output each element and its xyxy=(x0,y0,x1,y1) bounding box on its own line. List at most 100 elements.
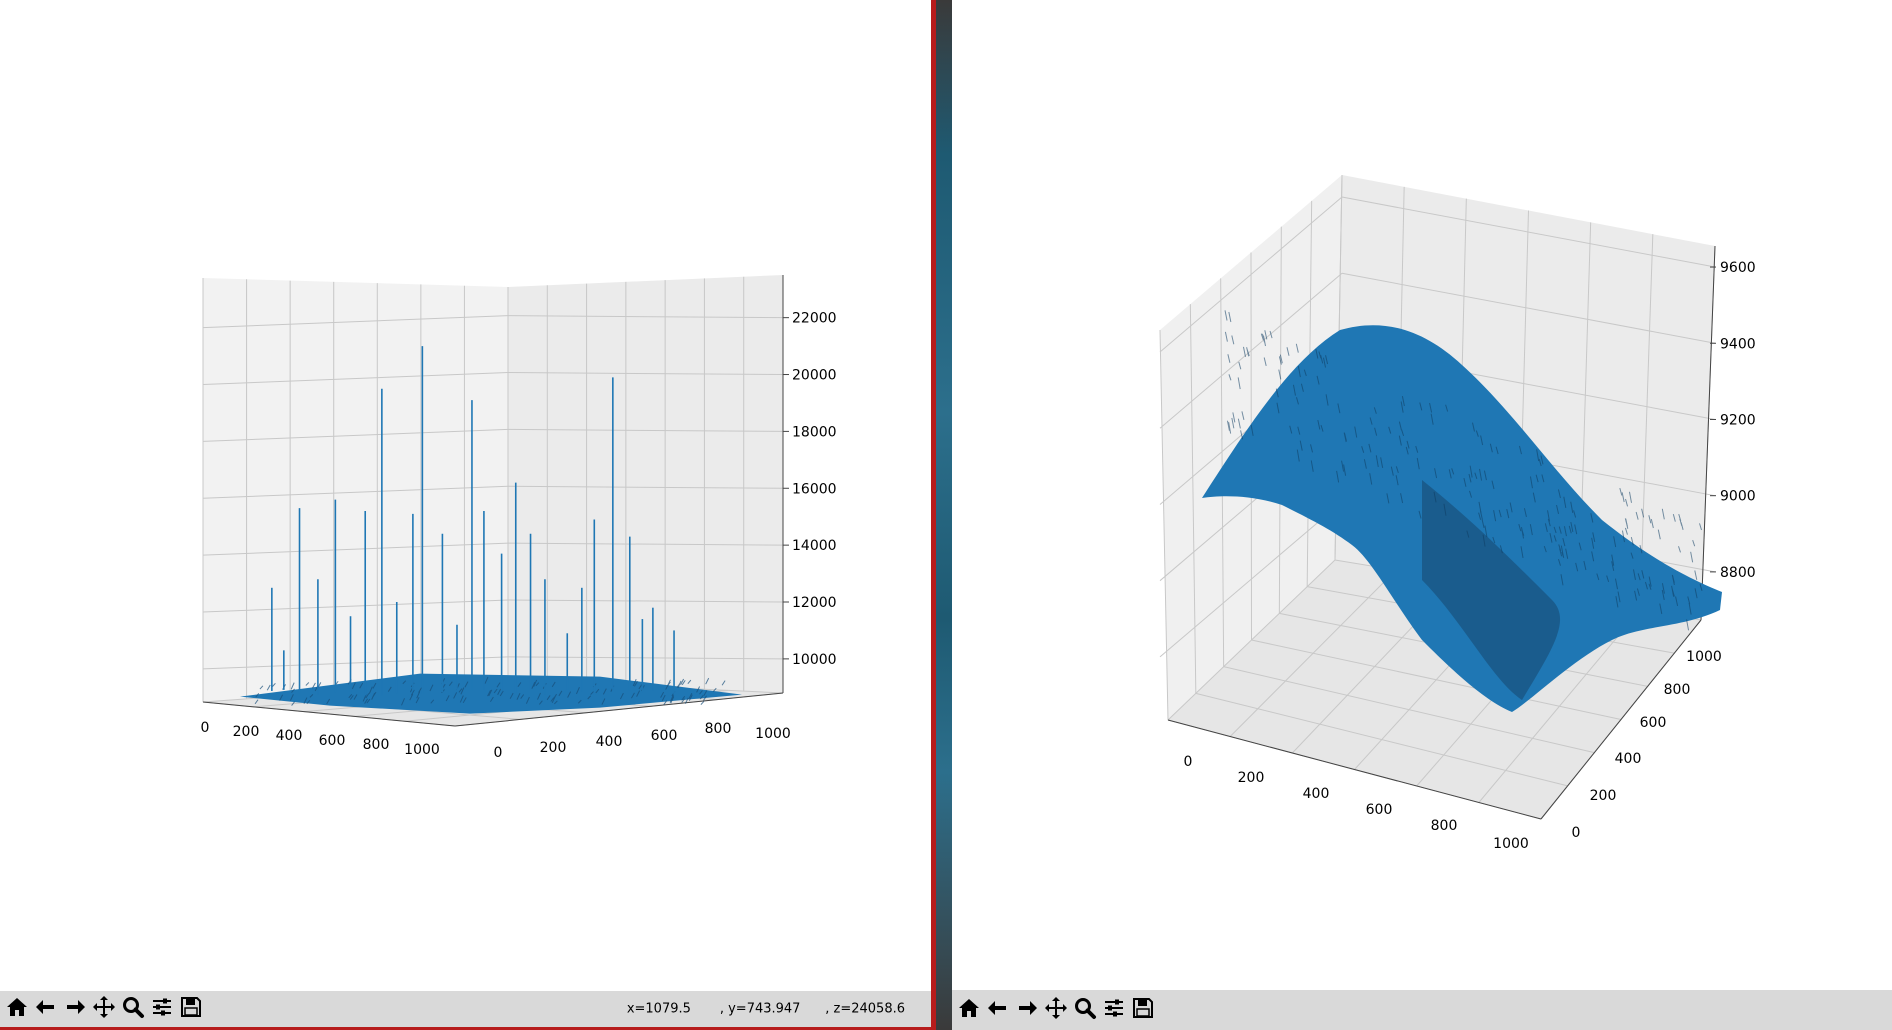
surface-texture-line xyxy=(1611,554,1615,566)
surface-texture-line xyxy=(368,686,373,694)
surface-texture-line xyxy=(1521,529,1525,536)
surface-texture-line xyxy=(416,691,421,699)
x-axis-line xyxy=(202,701,456,727)
forward-button[interactable] xyxy=(62,996,88,1022)
grid-line xyxy=(202,428,509,442)
surface-texture-line xyxy=(1430,413,1434,425)
surface-texture-line xyxy=(1401,429,1405,437)
surface-texture-line xyxy=(1400,401,1404,413)
surface-texture-line xyxy=(601,698,606,705)
surface-texture-line xyxy=(1611,561,1615,571)
surface-texture-line xyxy=(1498,509,1502,518)
surface-texture-line xyxy=(1292,384,1296,396)
surface-texture-line xyxy=(1279,354,1283,364)
surface-texture-line xyxy=(1558,526,1562,534)
surface-texture-line xyxy=(1336,470,1340,483)
z-tick-label: 9600 xyxy=(1720,260,1756,276)
z-tick-label: 20000 xyxy=(792,368,837,384)
surface-texture-line xyxy=(1295,397,1299,405)
surface-texture-line xyxy=(499,690,504,697)
surface-texture-line xyxy=(1553,535,1557,542)
y-tick-label: 200 xyxy=(1590,788,1617,804)
configure-subplots-button[interactable] xyxy=(1101,997,1127,1023)
surface-texture-line xyxy=(1341,460,1345,472)
surface-texture-line xyxy=(1549,533,1553,543)
surface-texture-line xyxy=(1228,422,1232,434)
grid-line xyxy=(202,485,509,499)
surface-texture-line xyxy=(1678,514,1682,522)
z-tick-label: 9200 xyxy=(1720,412,1756,428)
surface-texture-line xyxy=(666,681,671,687)
back-button[interactable] xyxy=(985,997,1011,1023)
grid-line xyxy=(1189,304,1197,694)
surface-texture-line xyxy=(1406,440,1410,449)
surface-texture-line xyxy=(1563,496,1567,509)
configure-subplots-button[interactable] xyxy=(149,996,175,1022)
surface-texture-line xyxy=(1529,476,1533,489)
desktop-background-strip xyxy=(936,0,952,1030)
grid-line xyxy=(1341,196,1716,268)
grid-line xyxy=(507,656,784,660)
home-button[interactable] xyxy=(4,996,30,1022)
surface-texture-line xyxy=(1261,333,1265,343)
surface-texture-line xyxy=(306,699,311,705)
surface-texture-line xyxy=(255,692,260,698)
surface-plot-right[interactable]: 0 200 400 600 800 1000 0 200 400 600 800 1000 8800 90… xyxy=(952,0,1892,990)
surface-texture-line xyxy=(558,690,563,697)
surface-texture xyxy=(1224,310,1703,631)
surface-texture-line xyxy=(1395,466,1399,474)
configure-subplots-icon xyxy=(1102,996,1126,1024)
zoom-button[interactable] xyxy=(120,996,146,1022)
surface-texture-line xyxy=(1478,512,1482,520)
surface-texture-line xyxy=(681,695,686,701)
zoom-button[interactable] xyxy=(1072,997,1098,1023)
surface-texture-line xyxy=(634,681,638,687)
x-tick-label: 1000 xyxy=(1493,836,1529,852)
surface-texture-line xyxy=(696,686,701,693)
surface-texture-line xyxy=(1373,407,1377,414)
grid-line xyxy=(507,315,784,319)
x-tick-label: 200 xyxy=(233,724,260,740)
surface-texture-line xyxy=(1469,490,1472,498)
back-button[interactable] xyxy=(33,996,59,1022)
pan-button[interactable] xyxy=(91,996,117,1022)
surface-texture-line xyxy=(517,682,522,688)
surface-texture-line xyxy=(418,687,423,693)
surface-texture-line xyxy=(1369,473,1373,485)
surface-texture-line xyxy=(359,682,364,689)
surface-texture-line xyxy=(1224,310,1228,321)
surface-texture-line xyxy=(1699,583,1703,591)
y-tick-label: 800 xyxy=(705,721,732,737)
surface-texture-line xyxy=(553,700,558,705)
home-button[interactable] xyxy=(956,997,982,1023)
surface-texture-line xyxy=(1671,575,1675,586)
surface-plot-left[interactable]: 0 200 400 600 800 1000 0 200 400 600 800 1000100001… xyxy=(0,0,931,990)
surface-texture-line xyxy=(1544,523,1548,532)
grid-line xyxy=(1195,692,1568,787)
surface-texture-line xyxy=(661,694,666,702)
surface-texture-line xyxy=(699,695,704,700)
save-button[interactable] xyxy=(178,996,204,1022)
forward-button[interactable] xyxy=(1014,997,1040,1023)
surface-texture-line xyxy=(1480,435,1484,446)
surface-texture-line xyxy=(1556,504,1560,514)
save-button[interactable] xyxy=(1130,997,1156,1023)
surface-texture-line xyxy=(1606,575,1610,583)
z-tick-label: 22000 xyxy=(792,311,837,327)
grid-line xyxy=(202,372,509,386)
surface-texture-line xyxy=(1343,432,1347,441)
surface-texture-line xyxy=(1574,524,1578,535)
surface-texture-line xyxy=(533,679,538,687)
surface-texture-line xyxy=(1295,343,1299,353)
y-tick-label: 200 xyxy=(540,740,567,756)
surface-texture-line xyxy=(1694,588,1698,599)
surface-texture-line xyxy=(1260,333,1264,340)
surface-texture-line xyxy=(1575,562,1579,572)
surface-texture-line xyxy=(1323,357,1326,368)
surface-texture-line xyxy=(1661,589,1665,600)
z-tick-label: 14000 xyxy=(792,538,837,554)
surface-texture-line xyxy=(489,696,494,702)
pan-button[interactable] xyxy=(1043,997,1069,1023)
surface-texture-line xyxy=(445,695,450,702)
surface-texture-line xyxy=(1621,530,1625,543)
